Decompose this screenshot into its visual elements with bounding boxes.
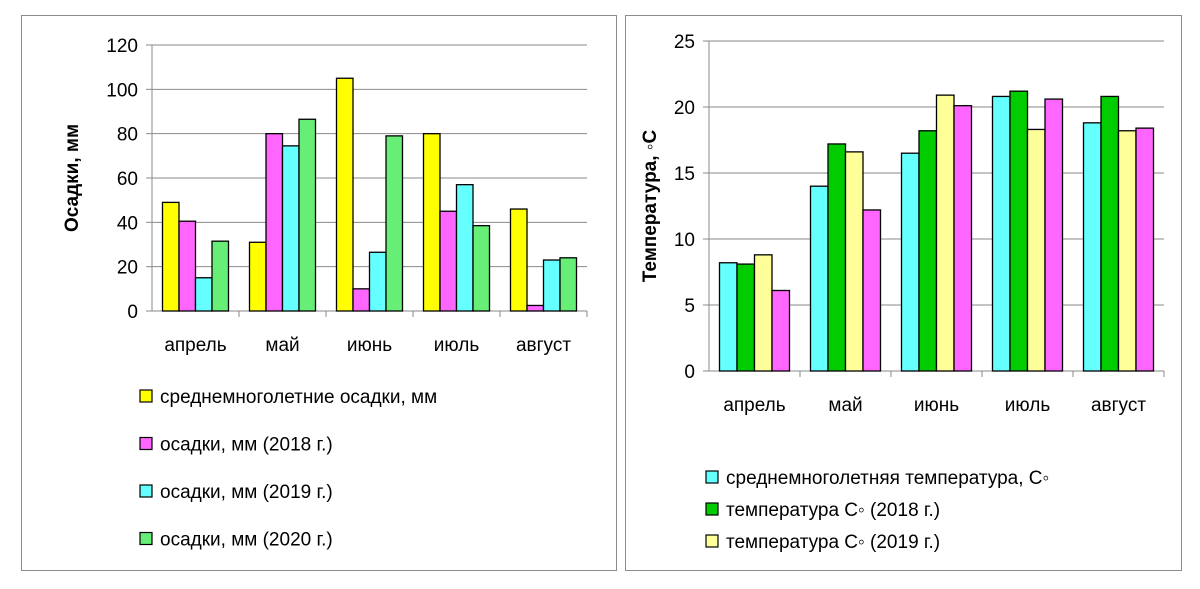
bar-июль-series-2 xyxy=(439,210,458,312)
y-tick-label: 5 xyxy=(684,296,695,317)
x-category-label: июнь xyxy=(914,395,959,416)
legend-swatch xyxy=(705,502,719,516)
bar-июль-series-2 xyxy=(1009,90,1029,372)
bar-август-series-4 xyxy=(1135,127,1155,372)
bar-апрель-series-1 xyxy=(718,262,738,372)
temperature-chart-panel: 0 5 10 15 20 25 Температура, ◦С апрель май июнь ию… xyxy=(625,15,1182,571)
bar-июль-series-1 xyxy=(991,95,1011,372)
bar-май-series-2 xyxy=(827,143,847,372)
y-tick-label: 20 xyxy=(674,98,695,119)
legend-swatch xyxy=(139,389,153,403)
y-tick-label: 40 xyxy=(117,213,138,234)
bar-апрель-series-1 xyxy=(161,201,180,312)
y-axis-title: Осадки, мм xyxy=(62,124,83,232)
precipitation-chart-panel: 0 20 40 60 80 100 120 Осадки, мм апрель май июнь ию… xyxy=(21,15,617,571)
bar-август-series-1 xyxy=(509,208,528,312)
bar-апрель-series-2 xyxy=(736,263,756,372)
bar-май-series-1 xyxy=(809,185,829,372)
y-axis-title: Температура, ◦С xyxy=(640,129,661,282)
bar-июнь-series-2 xyxy=(918,130,938,372)
bar-июль-series-3 xyxy=(1026,128,1046,372)
legend-swatch xyxy=(139,531,153,546)
x-category-label: август xyxy=(1091,395,1146,416)
legend-entry: температура С◦ (2018 г.) xyxy=(726,500,940,521)
x-category-label: июль xyxy=(1005,395,1051,416)
x-category-label: август xyxy=(516,335,571,356)
bar-июнь-series-3 xyxy=(935,94,955,372)
bar-май-series-4 xyxy=(298,118,317,312)
bar-май-series-4 xyxy=(862,209,882,372)
legend-entry: осадки, мм (2019 г.) xyxy=(160,482,333,503)
y-tick-label: 60 xyxy=(117,169,138,190)
legend-swatch xyxy=(705,534,719,548)
y-tick-label: 25 xyxy=(674,32,695,53)
legend-swatch xyxy=(139,484,153,498)
x-category-label: июль xyxy=(434,335,480,356)
y-tick-label: 20 xyxy=(117,258,138,279)
bar-июль-series-4 xyxy=(472,225,491,312)
bar-июнь-series-1 xyxy=(335,77,354,312)
legend-entry: температура С◦ (2019 г.) xyxy=(726,532,940,553)
bar-август-series-3 xyxy=(542,259,561,312)
legend-entry: осадки, мм (2020 г.) xyxy=(160,530,333,551)
bar-июнь-series-2 xyxy=(352,288,371,312)
bar-август-series-2 xyxy=(526,304,545,312)
y-tick-label: 15 xyxy=(674,164,695,185)
x-category-label: май xyxy=(265,335,299,356)
y-tick-label: 100 xyxy=(106,80,138,101)
y-tick-label: 10 xyxy=(674,230,695,251)
x-category-label: май xyxy=(828,395,862,416)
y-tick-label: 0 xyxy=(127,302,138,323)
y-tick-label: 120 xyxy=(106,36,138,57)
bar-апрель-series-4 xyxy=(771,289,791,372)
legend-entry: среднемноголетняя температура, С◦ xyxy=(726,468,1049,489)
bar-май-series-3 xyxy=(844,151,864,372)
bar-апрель-series-2 xyxy=(178,220,197,312)
x-category-label: апрель xyxy=(164,335,226,356)
bar-август-series-2 xyxy=(1100,95,1120,372)
precipitation-chart: 0 20 40 60 80 100 120 Осадки, мм апрель май июнь ию… xyxy=(62,36,588,551)
bar-апрель-series-4 xyxy=(211,240,230,312)
bar-май-series-1 xyxy=(248,241,267,312)
bar-июнь-series-3 xyxy=(368,251,387,312)
legend: среднемноголетние осадки, мм осадки, мм (… xyxy=(139,387,437,551)
bar-июнь-series-4 xyxy=(385,135,404,312)
temperature-chart: 0 5 10 15 20 25 Температура, ◦С апрель май июнь ию… xyxy=(640,32,1165,553)
bar-апрель-series-3 xyxy=(753,254,773,372)
bar-август-series-3 xyxy=(1117,130,1137,372)
legend-swatch xyxy=(139,436,153,451)
bar-апрель-series-3 xyxy=(194,277,213,312)
legend-entry: осадки, мм (2018 г.) xyxy=(160,435,333,456)
bar-июль-series-3 xyxy=(455,183,474,312)
y-tick-label: 80 xyxy=(117,125,138,146)
bar-июнь-series-1 xyxy=(900,152,920,372)
x-category-label: июнь xyxy=(347,335,392,356)
bar-август-series-4 xyxy=(559,257,578,312)
x-category-label: апрель xyxy=(723,395,785,416)
bar-август-series-1 xyxy=(1082,122,1102,372)
legend-swatch xyxy=(705,470,719,484)
bar-июль-series-1 xyxy=(422,133,441,312)
bar-май-series-3 xyxy=(281,145,300,312)
y-tick-label: 0 xyxy=(684,362,695,383)
legend-entry: среднемноголетние осадки, мм xyxy=(160,387,437,408)
bar-июль-series-4 xyxy=(1044,98,1064,372)
legend: среднемноголетняя температура, С◦ темпера… xyxy=(705,468,1049,553)
bar-июнь-series-4 xyxy=(953,105,973,372)
bar-май-series-2 xyxy=(265,133,284,312)
